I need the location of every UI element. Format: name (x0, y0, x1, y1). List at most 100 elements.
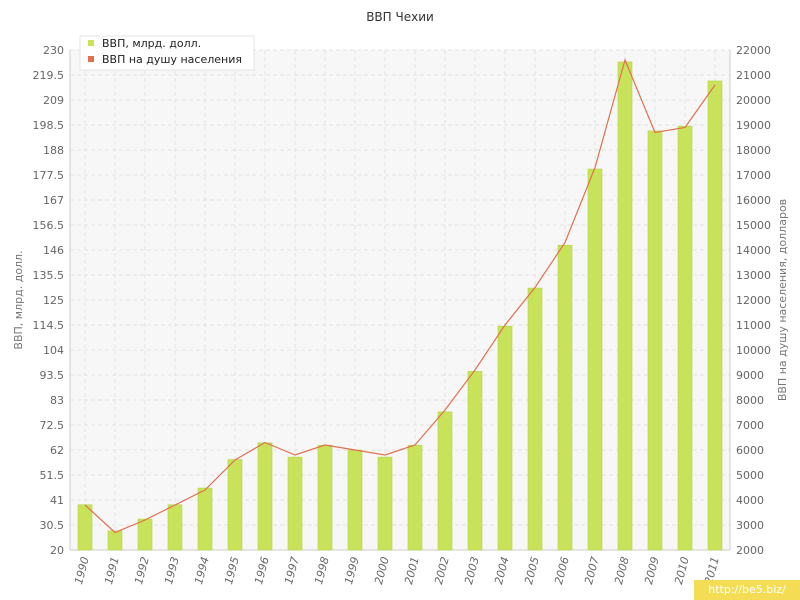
y-tick-right: 15000 (736, 219, 771, 232)
bar-1997 (287, 456, 303, 551)
y-tick-left: 72.5 (40, 419, 65, 432)
x-tick-1996: 1996 (252, 555, 272, 585)
bar-1992 (137, 518, 153, 551)
x-tick-2003: 2003 (462, 555, 482, 585)
bar-2011 (707, 80, 723, 551)
y-tick-left: 135.5 (33, 269, 65, 282)
y-tick-left: 62 (50, 444, 64, 457)
legend-label-gdp: ВВП, млрд. долл. (102, 37, 201, 50)
x-tick-1991: 1991 (102, 555, 122, 585)
y-tick-right: 3000 (736, 519, 764, 532)
bar-2007 (587, 168, 603, 551)
y-tick-left: 209 (43, 94, 64, 107)
y-tick-right: 13000 (736, 269, 771, 282)
x-tick-2002: 2002 (432, 555, 452, 585)
y-tick-right: 17000 (736, 169, 771, 182)
y-tick-left: 198.5 (33, 119, 65, 132)
x-tick-1995: 1995 (222, 555, 242, 585)
bar-1993 (167, 504, 183, 551)
y-tick-left: 188 (43, 144, 64, 157)
bar-1996 (257, 442, 273, 551)
y-tick-left: 146 (43, 244, 64, 257)
bar-2010 (677, 125, 693, 551)
x-tick-2006: 2006 (552, 555, 572, 585)
legend-box (79, 35, 255, 71)
y-tick-right: 20000 (736, 94, 771, 107)
y-tick-right: 6000 (736, 444, 764, 457)
bar-1998 (317, 444, 333, 551)
bar-1994 (197, 487, 213, 551)
x-tick-1994: 1994 (192, 555, 212, 585)
chart-title: ВВП Чехии (366, 10, 434, 24)
x-tick-2009: 2009 (642, 555, 662, 585)
y-tick-right: 4000 (736, 494, 764, 507)
x-tick-2007: 2007 (582, 555, 602, 585)
x-tick-2000: 2000 (372, 555, 392, 585)
bar-2004 (497, 325, 513, 551)
bar-2002 (437, 411, 453, 551)
x-tick-2010: 2010 (672, 555, 692, 585)
bar-2005 (527, 287, 543, 551)
left-axis-ticks: 20 30.5 41 51.5 62 72.5 83 93.5 104 114.5 125 135.5… (33, 44, 65, 557)
y-tick-right: 12000 (736, 294, 771, 307)
bar-2006 (557, 244, 573, 551)
y-tick-right: 8000 (736, 394, 764, 407)
bar-series (77, 61, 723, 551)
y-tick-right: 22000 (736, 44, 771, 57)
y-tick-left: 41 (50, 494, 64, 507)
y-tick-left: 125 (43, 294, 64, 307)
y-tick-right: 18000 (736, 144, 771, 157)
y-tick-right: 11000 (736, 319, 771, 332)
y-tick-left: 104 (43, 344, 64, 357)
bar-2001 (407, 444, 423, 551)
x-tick-1990: 1990 (72, 555, 92, 585)
legend-label-gdp-per-capita: ВВП на душу населения (102, 53, 242, 66)
right-axis-label: ВВП на душу населения, долларов (776, 199, 789, 401)
y-tick-right: 5000 (736, 469, 764, 482)
y-tick-right: 14000 (736, 244, 771, 257)
y-tick-left: 177.5 (33, 169, 65, 182)
y-tick-left: 219.5 (33, 69, 65, 82)
bar-1995 (227, 459, 243, 551)
y-tick-left: 167 (43, 194, 64, 207)
bar-1990 (77, 504, 93, 551)
x-tick-1998: 1998 (312, 555, 332, 585)
x-tick-2005: 2005 (522, 555, 542, 585)
y-tick-left: 20 (50, 544, 64, 557)
y-tick-right: 10000 (736, 344, 771, 357)
x-axis-ticks: 1990 1991 1992 1993 1994 1995 1996 1997 1998 1999… (72, 555, 722, 585)
bar-2008 (617, 61, 633, 551)
x-tick-2004: 2004 (492, 555, 512, 585)
y-tick-left: 51.5 (40, 469, 65, 482)
y-tick-left: 93.5 (40, 369, 65, 382)
y-tick-left: 83 (50, 394, 64, 407)
y-tick-right: 7000 (736, 419, 764, 432)
bar-2009 (647, 130, 663, 551)
y-tick-right: 9000 (736, 369, 764, 382)
y-tick-left: 230 (43, 44, 64, 57)
legend-swatch-gdp (88, 40, 94, 46)
bar-2003 (467, 371, 483, 551)
y-tick-right: 2000 (736, 544, 764, 557)
x-tick-1992: 1992 (132, 555, 152, 585)
y-tick-right: 16000 (736, 194, 771, 207)
y-tick-right: 21000 (736, 69, 771, 82)
x-tick-1999: 1999 (342, 555, 362, 585)
y-tick-left: 156.5 (33, 219, 65, 232)
right-axis-ticks: 2000 3000 4000 5000 6000 7000 8000 9000 10000 110… (736, 44, 771, 557)
y-tick-left: 114.5 (33, 319, 65, 332)
x-tick-1993: 1993 (162, 555, 182, 585)
x-tick-2001: 2001 (402, 555, 422, 585)
watermark: http://be5.biz/ (694, 580, 800, 600)
x-tick-2008: 2008 (612, 555, 632, 585)
legend-swatch-gdp-per-capita (88, 56, 94, 62)
line-series (84, 58, 716, 534)
legend: ВВП, млрд. долл. ВВП на душу населения (79, 35, 255, 71)
x-tick-1997: 1997 (282, 555, 302, 585)
left-axis-label: ВВП, млрд. долл. (12, 250, 25, 349)
bar-1999 (347, 449, 363, 551)
bar-2000 (377, 456, 393, 551)
y-tick-right: 19000 (736, 119, 771, 132)
bar-1991 (107, 530, 123, 551)
